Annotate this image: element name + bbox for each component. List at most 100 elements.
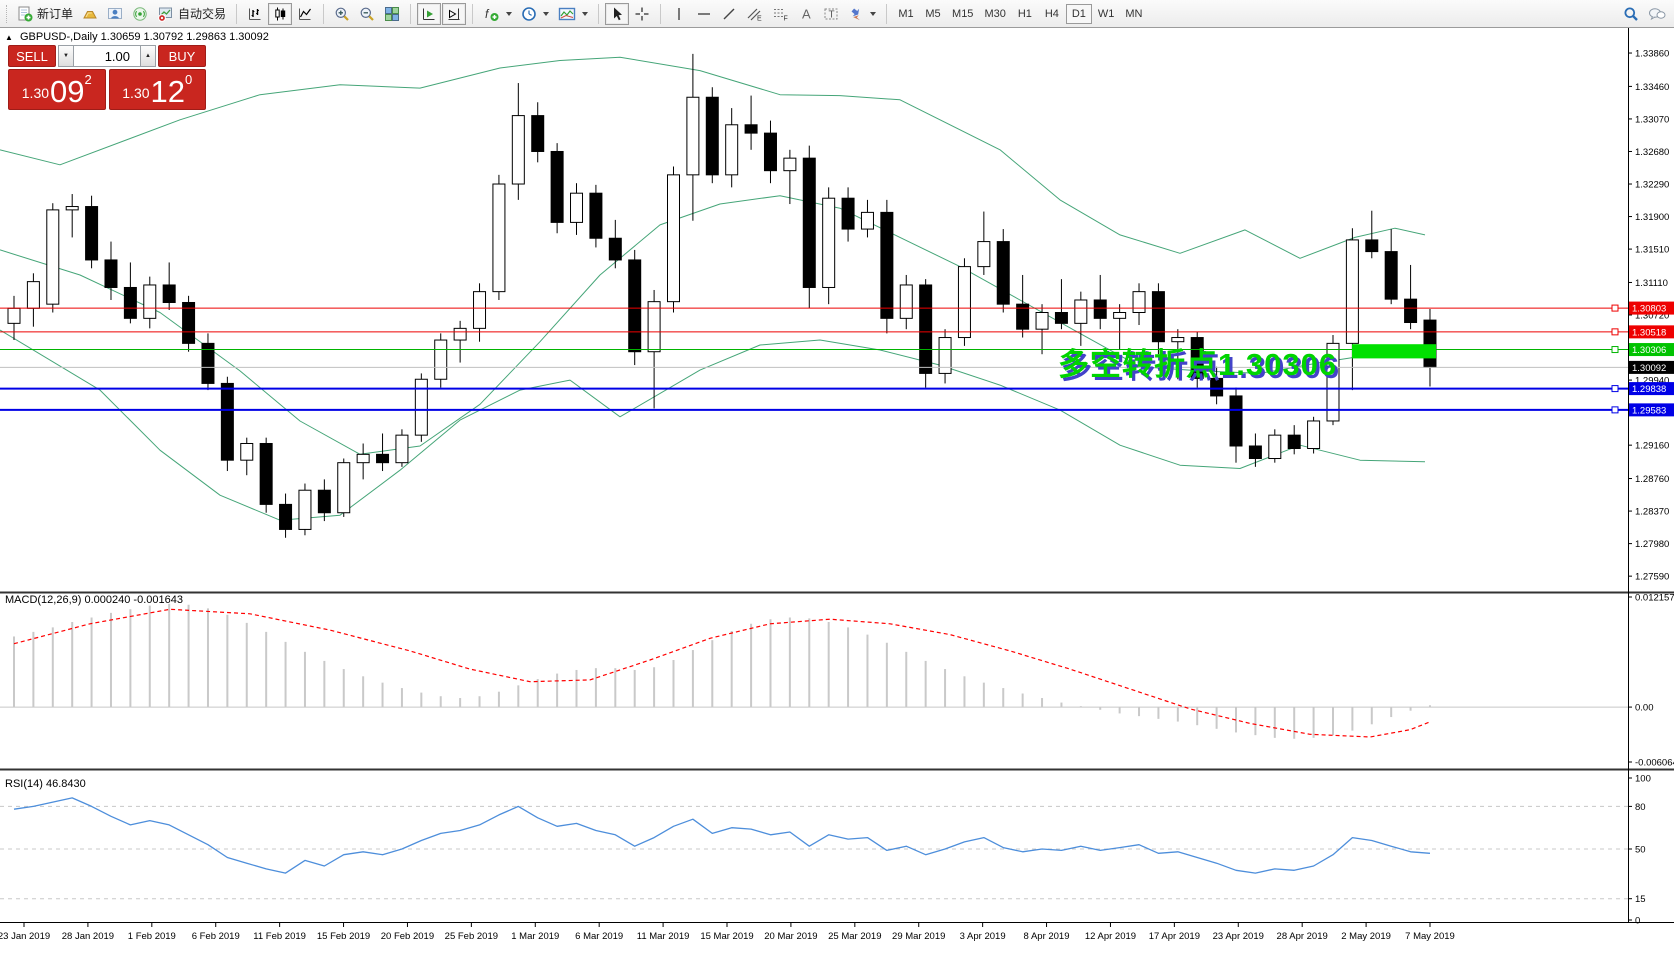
volume-input[interactable]	[74, 45, 140, 67]
candle-body	[395, 434, 409, 464]
timeframe-m15-button[interactable]: M15	[947, 4, 978, 24]
price-line-handle[interactable]	[1611, 328, 1619, 336]
price-line-handle[interactable]	[1611, 385, 1619, 393]
candle-body	[1307, 420, 1321, 449]
line-chart-icon	[297, 6, 313, 22]
signal-button[interactable]	[128, 3, 152, 25]
line-chart-button[interactable]	[293, 3, 317, 25]
new-order-icon	[17, 6, 33, 22]
candle-body	[1171, 337, 1185, 343]
timeframe-h1-button[interactable]: H1	[1012, 4, 1038, 24]
one-click-trading-panel: SELL ▼ ▲ BUY 1.30 09 2 1.30 12 0	[8, 45, 206, 110]
candle-body	[279, 503, 293, 530]
volume-decrease-button[interactable]: ▼	[58, 45, 74, 67]
auto-trading-button[interactable]: 自动交易	[153, 3, 230, 25]
candle-body	[259, 442, 273, 505]
auto-scroll-button[interactable]	[417, 2, 442, 25]
price-line-handle[interactable]	[1611, 304, 1619, 312]
timeframe-m30-button[interactable]: M30	[979, 4, 1010, 24]
buy-price-display[interactable]: 1.30 12 0	[108, 69, 206, 110]
tile-windows-button[interactable]	[380, 3, 404, 25]
price-label-text: 1.30092	[1632, 363, 1666, 374]
timeframe-m1-button[interactable]: M1	[893, 4, 919, 24]
periods-button[interactable]	[517, 3, 553, 25]
toolbar-separator	[886, 3, 888, 24]
sell-price-display[interactable]: 1.30 09 2	[8, 69, 106, 110]
volume-increase-button[interactable]: ▲	[140, 45, 156, 67]
fibonacci-button[interactable]: F	[768, 3, 793, 25]
rsi-indicator-label: RSI(14) 46.8430	[5, 778, 86, 790]
zoom-out-button[interactable]	[355, 3, 379, 25]
buy-price-point: 0	[185, 72, 193, 87]
sell-button[interactable]: SELL	[8, 45, 56, 67]
horizontal-line-icon	[696, 6, 712, 22]
user-button[interactable]	[103, 3, 127, 25]
rsi-axis-label: 80	[1635, 802, 1646, 813]
candle-body	[880, 211, 894, 319]
buy-button[interactable]: BUY	[158, 45, 206, 67]
new-order-button[interactable]: 新订单	[13, 3, 77, 25]
trendline-button[interactable]	[717, 3, 741, 25]
text-label-button[interactable]: T	[819, 3, 843, 25]
candle-body	[783, 157, 797, 172]
candle-body	[1151, 291, 1165, 343]
equidistant-channel-button[interactable]: E	[742, 3, 767, 25]
price-axis-tick-label: 1.30720	[1635, 311, 1669, 322]
auto-trading-label: 自动交易	[178, 7, 227, 21]
candle-body	[1074, 299, 1088, 324]
rsi-line	[13, 797, 1431, 874]
macd-signal-line	[13, 608, 1431, 738]
collapse-arrow-icon[interactable]: ▲	[5, 33, 13, 42]
search-button[interactable]	[1619, 3, 1643, 25]
candle-body	[686, 96, 700, 176]
turning-point-rect[interactable]	[1352, 344, 1436, 359]
price-axis-tick-label: 1.28370	[1635, 507, 1669, 518]
candle-body	[511, 115, 525, 185]
bar-chart-button[interactable]	[243, 3, 267, 25]
crosshair-button[interactable]	[630, 3, 654, 25]
price-axis-tick-label: 1.32680	[1635, 147, 1669, 158]
chart-shift-button[interactable]	[442, 2, 467, 25]
price-line-handle[interactable]	[1611, 406, 1619, 414]
fibonacci-icon: F	[772, 6, 789, 22]
svg-text:A: A	[802, 6, 811, 21]
timeframe-mn-button[interactable]: MN	[1120, 4, 1147, 24]
rsi-axis-label: 100	[1635, 774, 1651, 785]
new-order-label: 新订单	[37, 7, 74, 21]
timeframe-h4-button[interactable]: H4	[1039, 4, 1065, 24]
bollinger-middle-band	[0, 195, 1426, 455]
cursor-button[interactable]	[605, 2, 630, 25]
indicators-button[interactable]: f	[479, 3, 516, 25]
symbol-ohlc: 1.30659 1.30792 1.29863 1.30092	[100, 31, 269, 43]
annotation-text[interactable]: 多空转折点1.30306	[1058, 347, 1338, 382]
macd-axis-label: 0.012157	[1635, 593, 1674, 604]
text-button[interactable]: A	[794, 3, 818, 25]
horizontal-line-button[interactable]	[692, 3, 716, 25]
vertical-line-button[interactable]	[667, 3, 691, 25]
templates-button[interactable]	[554, 3, 592, 25]
shapes-button[interactable]	[844, 3, 880, 25]
chart-canvas[interactable]: 1.33860 1.33460 1.33070 1.32680 1.32290 1.319…	[0, 28, 1674, 950]
candle-body	[104, 259, 118, 288]
price-axis-tick-label: 1.27590	[1635, 572, 1669, 583]
date-axis-label: 11 Feb 2019	[253, 931, 306, 942]
date-axis-label: 15 Mar 2019	[700, 931, 753, 942]
price-label-box	[1629, 325, 1674, 339]
timeframe-w1-button[interactable]: W1	[1093, 4, 1120, 24]
date-axis-label: 3 Apr 2019	[960, 931, 1006, 942]
gold-ingot-button[interactable]	[78, 3, 102, 25]
price-line-handle[interactable]	[1611, 346, 1619, 354]
chat-button[interactable]	[1644, 3, 1670, 25]
zoom-in-button[interactable]	[330, 3, 354, 25]
candlestick-chart-button[interactable]	[268, 2, 293, 25]
candle-body	[608, 237, 622, 261]
timeframe-d1-button[interactable]: D1	[1065, 3, 1092, 24]
candle-body	[589, 192, 603, 239]
candle-body	[899, 284, 913, 319]
candle-body	[1404, 298, 1418, 324]
date-axis-label: 20 Feb 2019	[381, 931, 434, 942]
timeframe-m5-button[interactable]: M5	[920, 4, 946, 24]
shapes-icon	[848, 6, 864, 22]
price-label-box	[1629, 301, 1674, 315]
date-axis-label: 23 Jan 2019	[0, 931, 50, 942]
